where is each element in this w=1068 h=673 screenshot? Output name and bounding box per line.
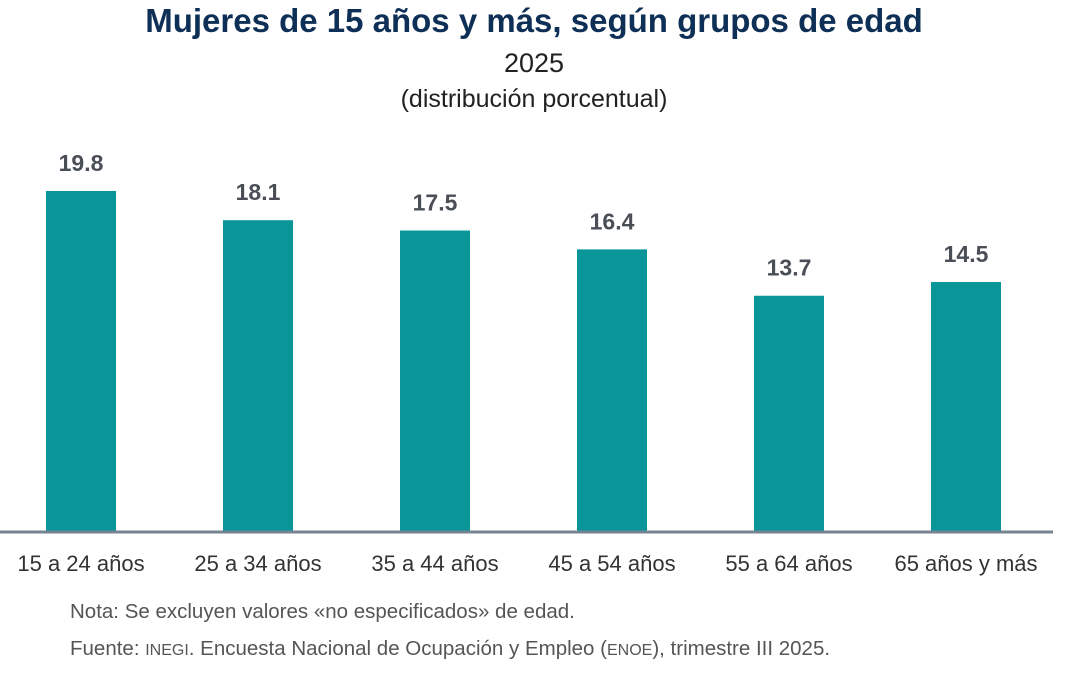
x-tick-label: 45 a 54 años (548, 551, 675, 576)
data-label: 14.5 (944, 241, 989, 267)
bar (400, 230, 470, 532)
source-prefix: Fuente: (70, 637, 146, 660)
x-tick-label: 15 a 24 años (17, 551, 144, 576)
bar (931, 282, 1001, 531)
bar (577, 249, 647, 531)
chart-subtitle-units: (distribución porcentual) (400, 85, 668, 113)
bar (46, 191, 116, 531)
chart-subtitle-year: 2025 (503, 48, 565, 78)
x-tick-label: 25 a 34 años (194, 551, 321, 576)
data-label: 19.8 (59, 150, 104, 176)
x-tick-label: 55 a 64 años (725, 551, 852, 576)
bar (754, 295, 824, 531)
source-suffix: ), trimestre III 2025. (652, 637, 831, 660)
source-enoe: ENOE (606, 642, 653, 659)
source-inegi: INEGI (145, 642, 189, 659)
data-label: 18.1 (236, 179, 281, 205)
chart-title: Mujeres de 15 años y más, según grupos d… (145, 2, 923, 39)
x-tick-label: 35 a 44 años (371, 551, 498, 576)
data-label: 13.7 (767, 255, 812, 281)
data-label: 16.4 (590, 208, 635, 234)
chart-note: Nota: Se excluyen valores «no especifica… (70, 600, 575, 623)
data-label: 17.5 (413, 189, 458, 215)
source-mid: . Encuesta Nacional de Ocupación y Emple… (188, 637, 607, 660)
bar (223, 220, 293, 531)
x-tick-label: 65 años y más (894, 551, 1037, 576)
chart-source: Fuente: INEGI. Encuesta Nacional de Ocup… (70, 637, 830, 661)
